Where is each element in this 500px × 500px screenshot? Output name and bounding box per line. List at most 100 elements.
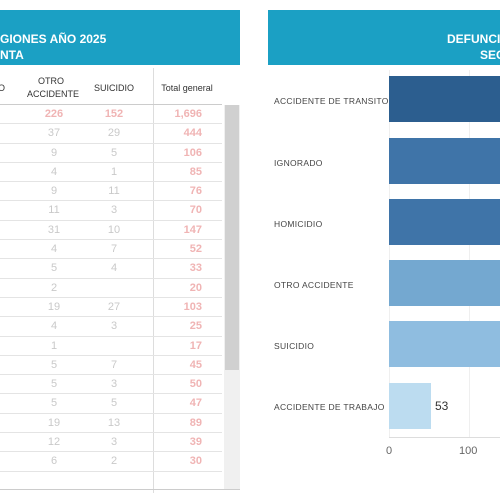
column-header-total-general[interactable]: Total general [161, 83, 213, 93]
table-row[interactable]: 12 3 39 [0, 433, 222, 453]
bar[interactable] [389, 321, 500, 367]
cell-suicidio: 27 [107, 300, 121, 313]
cell-total-general: 17 [189, 339, 202, 352]
table-row[interactable]: 1 17 [0, 337, 222, 356]
bar-category-label: SUICIDIO [274, 341, 315, 351]
cell-total-general: 444 [183, 127, 202, 140]
right-title-line1: DEFUNCIO [447, 32, 500, 46]
cell-total-general: 106 [183, 146, 202, 159]
cell-total-general: 70 [189, 204, 202, 217]
cell-suicidio: 3 [110, 378, 118, 391]
cell-suicidio: 29 [107, 127, 121, 140]
cell-otro-accidente: 9 [50, 185, 58, 198]
column-separator [153, 68, 154, 493]
table-bottom-border [0, 489, 240, 490]
cell-total-general: 76 [189, 185, 202, 198]
cell-total-general: 52 [189, 243, 202, 256]
cell-total-general: 47 [189, 397, 202, 410]
cell-otro-accidente: 11 [48, 204, 60, 217]
table-row[interactable]: 5 4 33 [0, 259, 222, 279]
cell-otro-accidente: 6 [50, 455, 58, 468]
table-row[interactable]: 4 1 85 [0, 163, 222, 183]
table-row[interactable]: 9 5 106 [0, 144, 222, 163]
column-header-suicidio[interactable]: SUICIDIO [93, 83, 134, 93]
cell-total-general: 25 [189, 320, 202, 333]
cell-suicidio: 10 [107, 223, 121, 236]
cell-otro-accidente: 1 [50, 339, 58, 352]
cell-otro-accidente: 19 [47, 300, 61, 313]
cell-suicidio: 5 [110, 397, 118, 410]
data-table: 226 152 1,696 37 29 444 9 5 106 4 1 85 9 11 76 11 3 70… [0, 105, 222, 472]
table-row[interactable]: 4 3 25 [0, 317, 222, 337]
cell-otro-accidente: 31 [47, 223, 61, 236]
cell-suicidio: 1 [110, 165, 118, 178]
table-row[interactable]: 37 29 444 [0, 124, 222, 144]
cell-otro-accidente: 2 [50, 281, 58, 294]
table-row[interactable]: 6 2 30 [0, 452, 222, 472]
cell-total-general: 45 [189, 358, 202, 371]
cell-otro-accidente: 4 [50, 165, 58, 178]
bar[interactable] [389, 138, 500, 184]
left-panel-header: GIONES AÑO 2025 NTA [0, 10, 240, 65]
table-row[interactable]: 11 3 70 [0, 201, 222, 221]
cell-suicidio: 4 [110, 262, 118, 275]
cell-total-general: 147 [183, 223, 202, 236]
x-tick-label: 0 [386, 445, 393, 457]
cell-suicidio: 11 [108, 185, 120, 198]
cell-suicidio: 13 [107, 416, 121, 429]
cell-otro-accidente: 5 [50, 378, 58, 391]
table-row[interactable]: 19 13 89 [0, 414, 222, 434]
cell-otro-accidente: 4 [50, 243, 58, 256]
bar-value-label: 53 [435, 399, 449, 413]
cell-otro-accidente: 226 [44, 108, 64, 120]
cell-total-general: 85 [189, 165, 202, 178]
table-row[interactable]: 5 3 50 [0, 375, 222, 395]
left-title-line2: NTA [0, 48, 24, 62]
cell-suicidio: 7 [110, 358, 118, 371]
cell-otro-accidente: 5 [50, 262, 58, 275]
cell-total-general: 1,696 [174, 108, 202, 120]
table-row[interactable]: 4 7 52 [0, 240, 222, 260]
column-header-partial[interactable]: O [0, 83, 6, 93]
bar[interactable] [389, 383, 431, 429]
table-row[interactable]: 9 11 76 [0, 182, 222, 202]
cell-total-general: 89 [189, 416, 202, 429]
bar[interactable] [389, 199, 500, 245]
cell-suicidio: 7 [110, 243, 118, 256]
bar-category-label: IGNORADO [274, 158, 323, 168]
bar-category-label: HOMICIDIO [274, 219, 323, 229]
bar[interactable] [389, 76, 500, 122]
cell-suicidio: 3 [110, 204, 118, 217]
cell-total-general: 33 [189, 262, 202, 275]
cell-otro-accidente: 4 [50, 320, 58, 333]
right-title-line2: SEG [480, 48, 500, 62]
cell-otro-accidente: 19 [47, 416, 61, 429]
cell-otro-accidente: 5 [50, 397, 58, 410]
left-title-line1: GIONES AÑO 2025 [0, 32, 107, 46]
x-tick-label: 100 [459, 445, 478, 457]
cell-total-general: 50 [189, 378, 202, 391]
bar[interactable] [389, 260, 500, 306]
bar-category-label: ACCIDENTE DE TRABAJO [274, 402, 385, 412]
table-row[interactable]: 2 20 [0, 279, 222, 298]
bar-category-label: ACCIDENTE DE TRANSITO [274, 96, 389, 106]
table-row[interactable]: 5 5 47 [0, 394, 222, 414]
table-row[interactable]: 19 27 103 [0, 298, 222, 318]
scrollbar-thumb[interactable] [225, 105, 239, 370]
gridline [469, 70, 470, 437]
right-panel-header: DEFUNCIO SEG [268, 10, 500, 65]
cell-otro-accidente: 37 [47, 127, 61, 140]
cell-otro-accidente: 9 [50, 146, 58, 159]
cell-otro-accidente: 12 [47, 436, 61, 449]
table-row[interactable]: 5 7 45 [0, 356, 222, 376]
cell-suicidio: 5 [110, 146, 118, 159]
bar-category-label: OTRO ACCIDENTE [274, 280, 354, 290]
cell-suicidio: 3 [110, 436, 118, 449]
cell-total-general: 30 [189, 455, 202, 468]
header-divider [0, 104, 222, 105]
cell-otro-accidente: 5 [50, 358, 58, 371]
cell-total-general: 39 [189, 436, 202, 449]
column-header-otro-accidente[interactable]: OTRO ACCIDENTE [27, 76, 80, 99]
table-row-total[interactable]: 226 152 1,696 [0, 105, 222, 125]
table-row[interactable]: 31 10 147 [0, 221, 222, 241]
